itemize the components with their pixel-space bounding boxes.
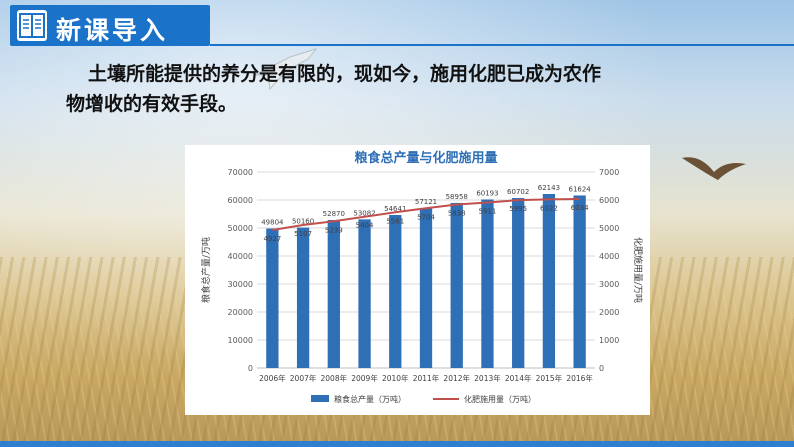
y-right-tick-label: 7000 [599,168,619,177]
line-data-label: 6034 [571,204,589,212]
intro-line-1: 土壤所能提供的养分是有限的，现如今，施用化肥已成为农作 [88,63,602,85]
x-tick-label: 2012年 [443,373,470,383]
y-right-tick-label: 1000 [599,336,619,345]
bar-data-label: 61624 [568,185,591,193]
header-divider [210,44,794,46]
kite-plane-image [254,48,318,91]
page-title: 新课导入 [56,16,169,45]
x-tick-label: 2015年 [536,373,563,383]
book-icon [17,10,47,41]
y-right-tick-label: 4000 [599,252,619,261]
bar-data-label: 57121 [415,198,437,206]
bar-data-label: 50160 [292,218,314,226]
bar-grain-output [512,198,525,368]
y-left-tick-label: 20000 [228,308,253,317]
legend-swatch-bar [311,395,329,402]
x-tick-label: 2013年 [474,373,501,383]
y-right-tick-label: 3000 [599,280,619,289]
x-tick-label: 2011年 [413,373,440,383]
line-data-label: 5561 [386,217,404,225]
bar-grain-output [389,215,402,368]
bar-data-label: 54641 [384,205,406,213]
y-left-tick-label: 30000 [228,280,253,289]
line-data-label: 5995 [509,205,527,213]
y-left-tick-label: 50000 [228,224,253,233]
y-axis-right-label: 化肥施用量/万吨 [632,237,644,303]
y-right-tick-label: 5000 [599,224,619,233]
combo-chart: 粮食总产量与化肥施用量01000020000300004000050000600… [200,150,644,404]
x-tick-label: 2007年 [290,373,317,383]
bar-data-label: 49804 [261,219,284,227]
y-axis-left-label: 粮食总产量/万吨 [200,237,212,303]
y-right-tick-label: 2000 [599,308,619,317]
x-tick-label: 2009年 [351,373,378,383]
header-banner: 新课导入 [10,5,210,46]
bar-grain-output [327,219,340,368]
bar-grain-output [542,193,556,368]
line-data-label: 5404 [356,222,374,230]
footer-bar [0,441,794,447]
bar-data-label: 60193 [476,189,498,197]
line-data-label: 5704 [417,213,435,221]
bar-grain-output [450,202,463,368]
bar-grain-output [481,199,494,368]
bar-data-label: 62143 [538,184,560,192]
bar-grain-output [266,228,279,368]
x-tick-label: 2008年 [321,373,348,383]
intro-paragraph: 土壤所能提供的养分是有限的，现如今，施用化肥已成为农作 物增收的有效手段。 [66,59,728,119]
line-data-label: 5838 [448,210,466,218]
x-tick-label: 2014年 [505,373,532,383]
legend-label-bar: 粮食总产量（万吨） [334,394,406,404]
line-data-label: 6022 [540,204,558,212]
bar-grain-output [296,227,310,368]
bar-data-label: 53082 [353,209,375,217]
chart-title: 粮食总产量与化肥施用量 [354,150,497,166]
y-left-tick-label: 40000 [228,252,253,261]
legend-label-line: 化肥施用量（万吨） [464,394,536,404]
bar-data-label: 52870 [323,210,345,218]
bird-image [682,157,746,180]
line-fertilizer-use [272,198,580,231]
y-right-tick-label: 6000 [599,196,619,205]
bar-data-label: 60702 [507,188,529,196]
y-left-tick-label: 0 [248,364,253,373]
bar-grain-output [358,219,371,368]
line-data-label: 5107 [294,230,312,238]
y-left-tick-label: 70000 [228,168,253,177]
y-left-tick-label: 10000 [228,336,253,345]
bar-grain-output [573,195,586,368]
bar-grain-output [419,208,433,368]
chart-panel: 粮食总产量与化肥施用量 0 10000 20000 30000 40000 50000 600… [185,145,650,415]
x-tick-label: 2006年 [259,373,286,383]
intro-line-2: 物增收的有效手段。 [66,93,238,115]
y-right-tick-label: 0 [599,364,604,373]
x-tick-label: 2016年 [566,373,593,383]
bar-data-label: 58958 [446,193,468,201]
y-left-tick-label: 60000 [228,196,253,205]
line-data-label: 5911 [479,207,497,215]
x-tick-label: 2010年 [382,373,409,383]
line-data-label: 5239 [325,226,343,234]
line-data-label: 4927 [263,235,281,243]
